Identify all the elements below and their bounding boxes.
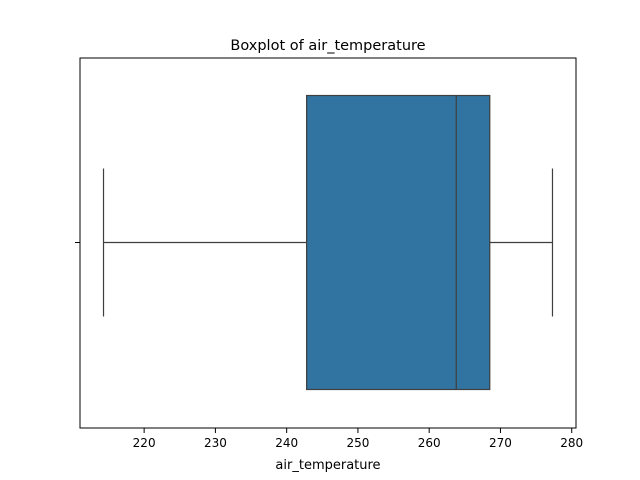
x-tick-label: 240 [275, 436, 298, 450]
x-tick-label: 220 [133, 436, 156, 450]
x-tick-label: 230 [204, 436, 227, 450]
x-tick-label: 260 [418, 436, 441, 450]
x-tick-label: 280 [560, 436, 583, 450]
x-axis: 220 230 240 250 260 270 280 [133, 428, 583, 450]
box-layer [102, 94, 554, 391]
chart-title: Boxplot of air_temperature [230, 38, 425, 54]
x-tick-label: 270 [489, 436, 512, 450]
x-axis-label: air_temperature [275, 458, 380, 473]
iqr-box [306, 94, 491, 391]
x-tick-label: 250 [346, 436, 369, 450]
